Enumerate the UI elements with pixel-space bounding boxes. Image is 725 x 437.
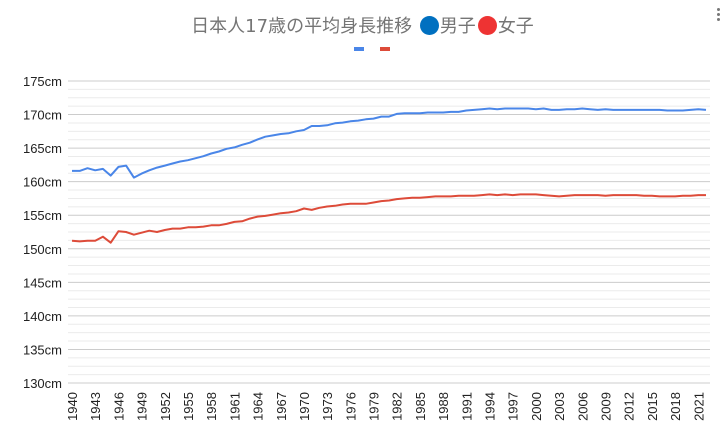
x-tick-label: 2012: [622, 392, 637, 421]
x-tick-label: 1967: [274, 392, 289, 421]
y-tick-label: 160cm: [23, 175, 62, 190]
x-tick-label: 2018: [668, 392, 683, 421]
red-circle-icon: [477, 16, 497, 35]
chart-title: 日本人17歳の平均身長推移 男子 女子: [0, 12, 725, 38]
y-tick-label: 145cm: [23, 275, 62, 290]
x-tick-label: 1985: [413, 392, 428, 421]
more-options-icon[interactable]: [715, 6, 721, 26]
x-tick-label: 2000: [529, 392, 544, 421]
x-tick-label: 1973: [320, 392, 335, 421]
chart-title-main: 日本人17歳の平均身長推移: [191, 16, 413, 37]
x-tick-label: 1994: [483, 392, 498, 421]
x-tick-label: 1961: [227, 392, 242, 421]
x-tick-label: 2009: [598, 392, 613, 421]
x-tick-label: 1979: [367, 392, 382, 421]
x-tick-label: 1991: [459, 392, 474, 421]
x-tick-label: 1943: [88, 392, 103, 421]
legend-female-swatch: [380, 47, 390, 51]
y-tick-label: 175cm: [23, 74, 62, 89]
y-tick-label: 135cm: [23, 342, 62, 357]
x-tick-label: 1997: [506, 392, 521, 421]
y-tick-label: 130cm: [23, 376, 62, 391]
blue-circle-icon: [419, 16, 439, 35]
x-tick-label: 1976: [343, 392, 358, 421]
x-tick-label: 1970: [297, 392, 312, 421]
x-tick-label: 1949: [135, 392, 150, 421]
male-series-line: [72, 107, 707, 179]
x-tick-label: 2015: [645, 392, 660, 421]
x-tick-label: 1982: [390, 392, 405, 421]
x-tick-label: 2021: [691, 392, 706, 421]
y-tick-label: 170cm: [23, 108, 62, 123]
x-tick-label: 1940: [65, 392, 80, 421]
female-series-line: [71, 193, 706, 244]
x-tick-label: 1946: [111, 392, 126, 421]
x-tick-label: 2006: [575, 392, 590, 421]
x-tick-label: 1955: [181, 392, 196, 421]
legend-male-swatch: [354, 47, 364, 51]
x-tick-label: 1958: [204, 392, 219, 421]
y-tick-label: 165cm: [23, 141, 62, 156]
y-tick-label: 155cm: [23, 208, 62, 223]
x-tick-label: 1964: [251, 392, 266, 421]
x-tick-label: 1952: [158, 392, 173, 421]
x-tick-label: 2003: [552, 392, 567, 421]
y-tick-label: 150cm: [23, 242, 62, 257]
x-tick-label: 1988: [436, 392, 451, 421]
y-tick-label: 140cm: [23, 309, 62, 324]
chart-title-male: 男子: [439, 16, 476, 37]
chart-title-female: 女子: [497, 16, 534, 37]
